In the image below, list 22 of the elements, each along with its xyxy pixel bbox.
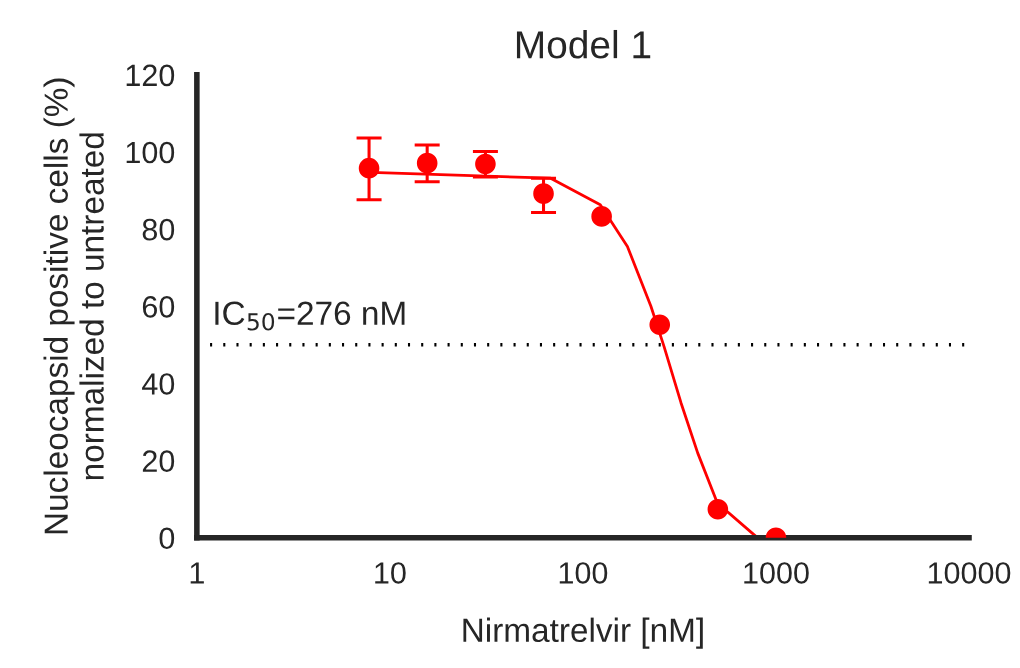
x-tick-label: 1000 <box>744 562 809 584</box>
chart-title: Model 1 <box>516 29 651 59</box>
y-tick-label: 0 <box>159 527 175 550</box>
y-tick-label: 100 <box>126 141 175 164</box>
point <box>533 183 554 204</box>
y-tick-label: 80 <box>142 218 175 241</box>
point <box>358 157 380 179</box>
x-tick-label: 100 <box>559 562 608 584</box>
annotation: IC$_{50}$=276 nM <box>215 301 405 331</box>
point <box>707 498 729 520</box>
point <box>591 206 612 227</box>
x-axis-title: Nirmatrelvir [nM] <box>463 617 703 649</box>
point <box>416 152 438 174</box>
point <box>649 314 671 336</box>
x-tick-label: 1 <box>190 562 204 584</box>
x-tick-label: 10000 <box>928 562 1011 584</box>
y-tick-label: 120 <box>126 64 175 87</box>
y-axis-title: Nucleocapsid positive cells (%) normalized to untreated <box>43 78 104 534</box>
y-tick-label: 20 <box>142 450 175 472</box>
y-tick-label: 40 <box>142 373 175 395</box>
y-tick-label: 60 <box>142 296 175 318</box>
x-tick-label: 10 <box>375 562 406 584</box>
